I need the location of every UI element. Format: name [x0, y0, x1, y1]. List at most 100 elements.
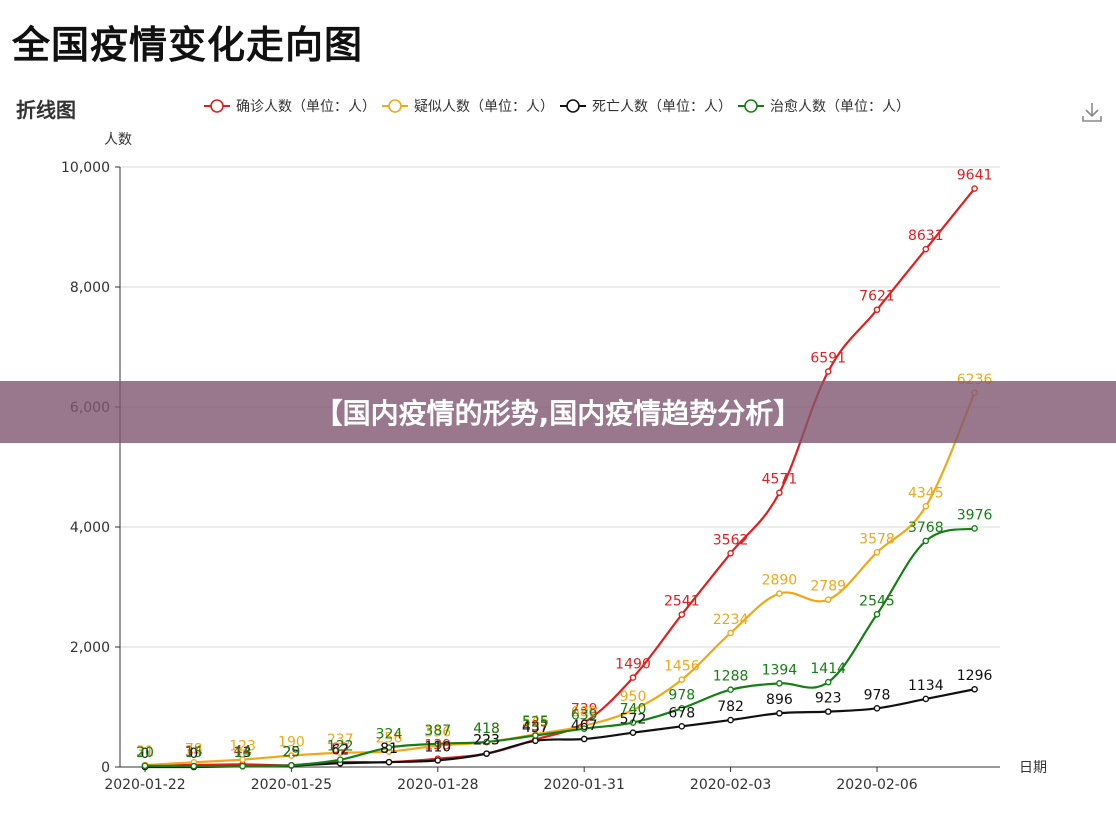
- legend-item: 治愈人数（单位：人）: [738, 99, 910, 115]
- data-label: 0: [141, 746, 150, 762]
- data-point: [727, 549, 734, 557]
- data-point: [483, 738, 490, 746]
- series-line: [144, 187, 976, 767]
- legend-label: 死亡人数（单位：人）: [592, 99, 732, 115]
- x-tick-label: 2020-02-03: [690, 777, 771, 793]
- y-axis-label: 人数: [104, 132, 132, 148]
- data-point: [971, 525, 978, 532]
- data-point: [336, 749, 344, 757]
- banner-text: 【国内疫情的形势,国内疫情趋势分析】: [314, 397, 802, 430]
- x-tick-label: 2020-01-28: [397, 777, 478, 793]
- data-label: 978: [668, 687, 695, 703]
- data-label: 1134: [908, 678, 944, 694]
- data-label: 62: [331, 742, 349, 758]
- data-point: [288, 761, 295, 769]
- data-label: 740: [620, 702, 647, 718]
- data-point: [971, 685, 978, 693]
- data-point: [434, 757, 442, 764]
- data-label: 13: [234, 745, 252, 761]
- data-label: 2545: [859, 593, 895, 609]
- legend-label: 疑似人数（单位：人）: [414, 99, 554, 115]
- data-label: 3562: [713, 532, 749, 548]
- data-point: [629, 719, 637, 726]
- data-point: [873, 306, 881, 314]
- chart-title: 折线图: [16, 98, 76, 122]
- legend-marker: [210, 99, 224, 113]
- data-label: 324: [376, 727, 403, 743]
- data-point: [532, 737, 539, 745]
- data-label: 678: [668, 705, 695, 721]
- data-label: 356: [424, 725, 451, 741]
- data-label: 1394: [762, 662, 798, 678]
- legend-marker: [744, 99, 758, 113]
- data-label: 223: [473, 733, 500, 749]
- data-label: 639: [571, 708, 598, 724]
- data-label: 467: [571, 718, 598, 734]
- data-point: [678, 705, 686, 712]
- data-label: 2234: [713, 612, 749, 628]
- x-tick-label: 2020-01-25: [251, 777, 332, 793]
- data-point: [824, 708, 832, 715]
- data-point: [239, 762, 246, 770]
- data-point: [922, 245, 930, 253]
- y-tick-label: 4,000: [70, 520, 110, 536]
- data-label: 78: [185, 741, 203, 757]
- title-banner: 【国内疫情的形势,国内疫情趋势分析】: [0, 381, 1116, 443]
- data-label: 82: [331, 741, 349, 757]
- data-point: [580, 735, 588, 743]
- data-label: 923: [815, 691, 842, 707]
- data-point: [776, 709, 783, 717]
- data-point: [971, 185, 978, 192]
- data-label: 15: [185, 745, 203, 761]
- data-point: [239, 756, 246, 763]
- series-line: [144, 688, 975, 769]
- axes: 02,0004,0006,0008,00010,0002020-01-22202…: [61, 160, 1000, 793]
- data-label: 31: [136, 744, 154, 760]
- data-label: 1414: [810, 661, 846, 677]
- data-point: [629, 729, 637, 736]
- data-point: [824, 678, 832, 686]
- legend-marker: [388, 99, 402, 113]
- data-point: [288, 752, 295, 759]
- data-label: 782: [717, 699, 744, 715]
- data-label: 2789: [810, 579, 846, 595]
- legend-item: 确诊人数（单位：人）: [204, 99, 376, 115]
- data-point: [385, 744, 393, 751]
- data-point: [776, 680, 783, 687]
- data-label: 237: [327, 732, 354, 748]
- data-point: [727, 629, 734, 637]
- data-label: 413: [473, 721, 500, 737]
- data-label: 950: [620, 689, 647, 705]
- data-label: 4345: [908, 485, 944, 501]
- data-label: 256: [376, 731, 403, 747]
- data-label: 6591: [810, 351, 846, 367]
- data-point: [141, 762, 149, 770]
- data-label: 9641: [957, 168, 993, 184]
- data-label: 387: [424, 723, 451, 739]
- legend-item: 死亡人数（单位：人）: [560, 99, 732, 115]
- data-point: [727, 686, 734, 694]
- data-label: 689: [571, 705, 598, 721]
- y-tick-label: 0: [101, 760, 110, 776]
- data-label: 44: [234, 743, 252, 759]
- data-label: 29: [282, 744, 300, 760]
- legend-marker: [566, 99, 580, 113]
- data-label: 7621: [859, 289, 895, 305]
- data-label: 3976: [957, 507, 993, 523]
- data-label: 1288: [713, 669, 749, 685]
- data-label: 437: [522, 720, 549, 736]
- legend-label: 确诊人数（单位：人）: [236, 99, 376, 115]
- data-labels: 31 34 44 29 82 81 139 223 457 739 1490 2541 3562 4571…: [136, 168, 992, 762]
- y-tick-label: 10,000: [61, 160, 110, 176]
- download-icon[interactable]: [1080, 100, 1104, 124]
- data-label: 81: [380, 741, 398, 757]
- data-point: [678, 723, 686, 730]
- series-lines: [141, 185, 978, 771]
- data-point: [629, 674, 637, 681]
- data-label: 739: [571, 702, 598, 718]
- data-point: [727, 716, 734, 724]
- data-point: [629, 706, 637, 714]
- data-point: [824, 596, 832, 603]
- legend-item: 疑似人数（单位：人）: [382, 99, 554, 115]
- data-label: 3768: [908, 520, 944, 536]
